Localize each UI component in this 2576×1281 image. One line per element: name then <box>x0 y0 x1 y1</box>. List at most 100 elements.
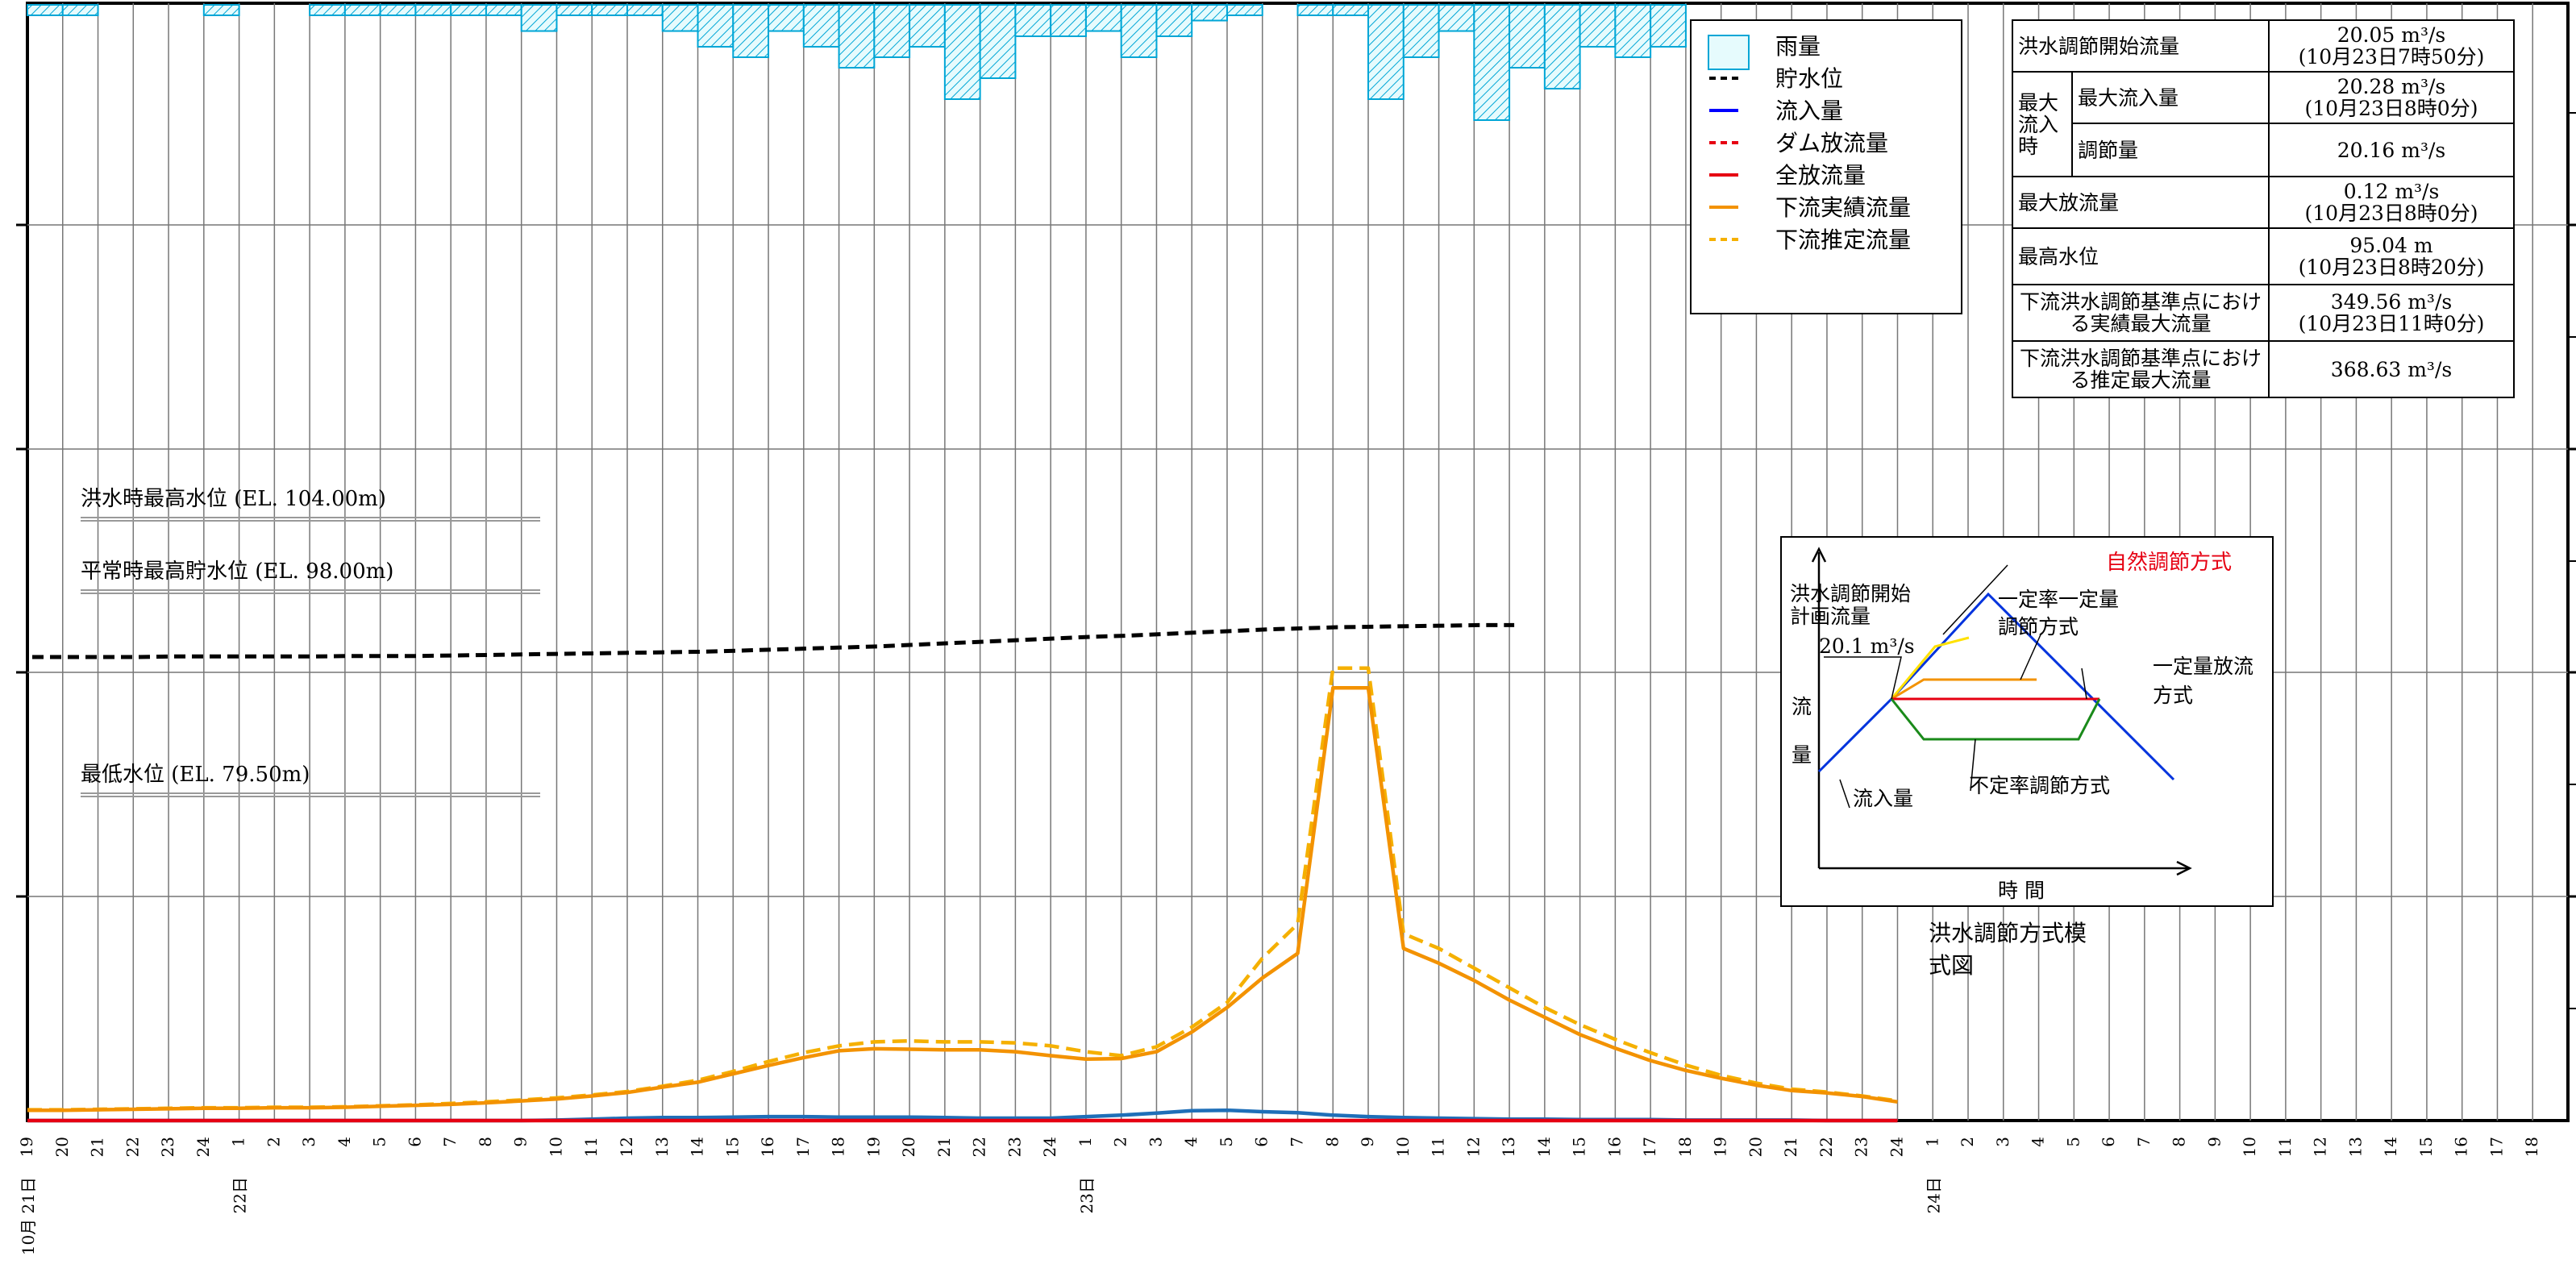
regulation-value: 20.16 m³/s <box>2268 123 2515 177</box>
schematic-x-arrow <box>2176 860 2192 876</box>
x-tick-label: 22 <box>123 1137 142 1157</box>
max-release-value: 0.12 m³/s (10月23日8時0分) <box>2268 176 2515 229</box>
flood-max-level-label: 洪水時最高水位 (EL. 104.00m) <box>81 482 540 522</box>
schematic-inflow-leader <box>1839 779 1850 809</box>
schematic-inflow-line <box>1817 592 2175 781</box>
x-tick-label: 11 <box>581 1137 601 1157</box>
rainfall-bar <box>1650 4 1687 48</box>
legend-swatch <box>1704 130 1743 154</box>
x-tick-label: 22 <box>1817 1137 1836 1157</box>
x-tick-label: 18 <box>1675 1137 1695 1157</box>
x-tick-label: 24 <box>1040 1137 1059 1157</box>
x-tick-label: 3 <box>1146 1137 1165 1147</box>
day-label: 22日 <box>231 1177 250 1213</box>
x-tick-label: 1 <box>229 1137 248 1147</box>
x-tick-label: 23 <box>1005 1137 1024 1157</box>
flood-control-schematic: 自然調節方式 洪水調節開始計画流量 20.1 m³/s 流量 一定率一定量調節方… <box>1780 536 2274 907</box>
start-flow-label: 洪水調節開始流量 <box>2012 19 2270 73</box>
legend-swatch <box>1704 194 1743 218</box>
x-tick-label: 7 <box>440 1137 460 1147</box>
x-tick-label: 5 <box>2063 1137 2083 1147</box>
x-tick-label: 4 <box>1181 1137 1201 1147</box>
max-inflow-value: 20.28 m³/s (10月23日8時0分) <box>2268 71 2515 124</box>
x-tick-label: 10 <box>2240 1137 2259 1157</box>
rainfall-bar <box>61 4 99 16</box>
x-tick-label: 21 <box>88 1137 107 1157</box>
rainfall-bar <box>1050 4 1087 37</box>
x-tick-label: 17 <box>1640 1137 1659 1157</box>
rainfall-bar <box>1332 4 1370 16</box>
x-tick-label: 15 <box>2416 1137 2436 1157</box>
rainfall-bar <box>943 4 981 100</box>
schematic-y-label: 流量 <box>1792 695 1812 767</box>
x-tick-label: 11 <box>2275 1137 2295 1157</box>
x-tick-label: 5 <box>370 1137 389 1147</box>
rainfall-bar <box>732 4 770 58</box>
x-tick-label: 8 <box>1322 1137 1342 1147</box>
schematic-x-label: 時 間 <box>1998 879 2045 902</box>
schematic-title: 自然調節方式 <box>2106 551 2233 575</box>
x-tick-label: 7 <box>1288 1137 1307 1147</box>
rainfall-bar <box>838 4 876 69</box>
max-release-label: 最大放流量 <box>2012 176 2270 229</box>
schematic-start-leader <box>1824 656 1902 700</box>
legend-label: 貯水位 <box>1775 65 1844 92</box>
schematic-constant-leader <box>2020 632 2042 680</box>
schematic-y-arrow <box>1811 547 1827 563</box>
x-tick-label: 7 <box>2134 1137 2154 1147</box>
legend-item: 全放流量 <box>1704 160 1866 189</box>
rainfall-bar <box>1155 4 1193 37</box>
x-tick-label: 24 <box>1887 1137 1906 1157</box>
x-tick-label: 4 <box>2029 1137 2048 1147</box>
schematic-constant-label: 一定量放流方式 <box>2153 655 2254 707</box>
normal-max-level-label: 平常時最高貯水位 (EL. 98.00m) <box>81 555 540 594</box>
day-label: 10月 21日 <box>19 1177 38 1255</box>
x-tick-label: 3 <box>1993 1137 2012 1147</box>
x-tick-label: 3 <box>299 1137 318 1147</box>
x-tick-label: 13 <box>652 1137 672 1157</box>
legend-item: 流入量 <box>1704 95 1843 124</box>
rainfall-bar <box>556 4 593 16</box>
x-tick-label: 10 <box>546 1137 565 1157</box>
rainfall-bar <box>1402 4 1440 58</box>
x-tick-label: 6 <box>1252 1137 1271 1147</box>
schematic-inflow-label: 流入量 <box>1853 787 1914 810</box>
x-tick-label: 13 <box>2345 1137 2365 1157</box>
x-tick-label: 12 <box>2311 1137 2330 1157</box>
legend-label: 下流実績流量 <box>1775 194 1912 221</box>
rainfall-bar <box>1296 4 1334 16</box>
legend-label: ダム放流量 <box>1775 130 1889 156</box>
rainfall-bar <box>591 4 628 16</box>
x-tick-label: 1 <box>1076 1137 1095 1147</box>
rainfall-bar <box>909 4 946 48</box>
x-tick-label: 17 <box>2487 1137 2506 1157</box>
x-tick-label: 20 <box>52 1137 72 1157</box>
rainfall-bar <box>661 4 699 32</box>
rainfall-bar <box>414 4 452 16</box>
rainfall-bar <box>1509 4 1546 69</box>
min-level-label: 最低水位 (EL. 79.50m) <box>81 758 540 797</box>
day-label: 23日 <box>1077 1177 1097 1213</box>
x-tick-label: 15 <box>722 1137 742 1157</box>
rainfall-bar <box>1014 4 1052 37</box>
rainfall-bar <box>626 4 664 16</box>
rainfall-bar <box>1191 4 1228 22</box>
rainfall-bar <box>979 4 1017 79</box>
max-inflow-label: 最大流入量 <box>2071 71 2270 124</box>
max-level-value: 95.04 m (10月23日8時20分) <box>2268 227 2515 285</box>
x-tick-label: 4 <box>335 1137 354 1147</box>
legend-item: 雨量 <box>1704 31 1821 70</box>
schematic-release-leader <box>2081 668 2087 700</box>
x-tick-label: 17 <box>793 1137 813 1157</box>
actual-max-flow-value: 349.56 m³/s (10月23日11時0分) <box>2268 284 2515 342</box>
x-tick-label: 9 <box>511 1137 531 1147</box>
series-line <box>27 685 1898 1113</box>
x-tick-label: 12 <box>617 1137 636 1157</box>
rainfall-bar <box>1120 4 1158 58</box>
schematic-caption: 洪水調節方式模式図 <box>1929 920 2087 979</box>
x-tick-label: 24 <box>194 1137 213 1157</box>
rainfall-bar <box>873 4 911 58</box>
x-tick-label: 16 <box>2452 1137 2471 1157</box>
x-tick-label: 16 <box>1604 1137 1624 1157</box>
schematic-diagram <box>1811 547 2192 876</box>
